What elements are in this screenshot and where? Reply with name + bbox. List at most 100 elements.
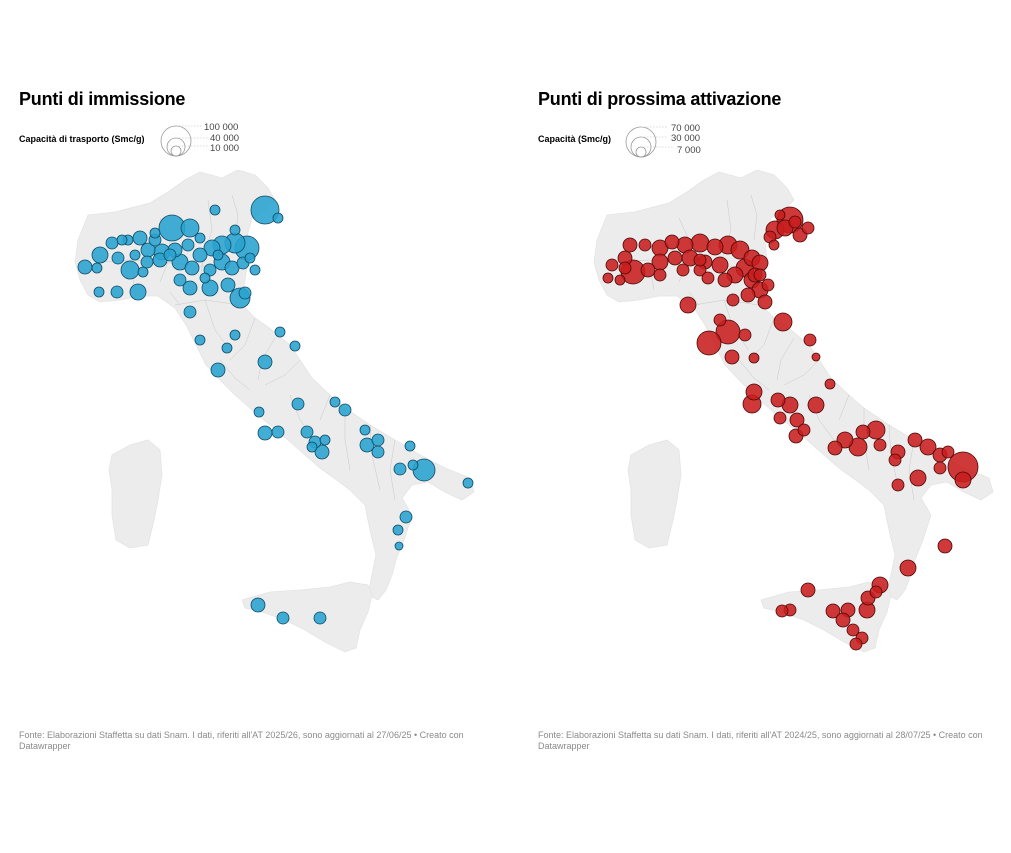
capacity-marker[interactable] xyxy=(129,249,141,261)
capacity-marker[interactable] xyxy=(359,424,371,436)
capacity-marker[interactable] xyxy=(313,611,327,625)
capacity-marker[interactable] xyxy=(105,236,119,250)
capacity-marker[interactable] xyxy=(110,285,124,299)
capacity-marker[interactable] xyxy=(181,238,195,252)
capacity-marker[interactable] xyxy=(753,268,767,282)
capacity-marker[interactable] xyxy=(192,247,208,263)
capacity-marker[interactable] xyxy=(184,260,200,276)
capacity-marker[interactable] xyxy=(140,255,154,269)
capacity-marker[interactable] xyxy=(775,604,789,618)
capacity-marker[interactable] xyxy=(224,260,240,276)
capacity-marker[interactable] xyxy=(359,437,375,453)
capacity-marker[interactable] xyxy=(306,441,318,453)
capacity-marker[interactable] xyxy=(257,425,273,441)
capacity-marker[interactable] xyxy=(696,330,722,356)
capacity-marker[interactable] xyxy=(250,597,266,613)
capacity-marker[interactable] xyxy=(849,637,863,651)
capacity-marker[interactable] xyxy=(701,271,715,285)
capacity-marker[interactable] xyxy=(91,246,109,264)
capacity-marker[interactable] xyxy=(212,249,224,261)
capacity-marker[interactable] xyxy=(690,233,710,253)
capacity-marker[interactable] xyxy=(394,541,404,551)
capacity-marker[interactable] xyxy=(392,524,404,536)
capacity-marker[interactable] xyxy=(407,459,419,471)
capacity-marker[interactable] xyxy=(835,612,851,628)
capacity-marker[interactable] xyxy=(738,328,752,342)
capacity-marker[interactable] xyxy=(919,438,937,456)
capacity-marker[interactable] xyxy=(667,250,683,266)
capacity-marker[interactable] xyxy=(773,312,793,332)
capacity-marker[interactable] xyxy=(338,403,352,417)
capacity-marker[interactable] xyxy=(724,349,740,365)
capacity-marker[interactable] xyxy=(399,510,413,524)
capacity-marker[interactable] xyxy=(272,212,284,224)
capacity-marker[interactable] xyxy=(907,432,923,448)
capacity-marker[interactable] xyxy=(797,423,811,437)
capacity-marker[interactable] xyxy=(638,238,652,252)
capacity-marker[interactable] xyxy=(726,293,740,307)
capacity-marker[interactable] xyxy=(640,262,656,278)
capacity-marker[interactable] xyxy=(329,396,341,408)
capacity-marker[interactable] xyxy=(618,261,632,275)
capacity-marker[interactable] xyxy=(614,274,626,286)
capacity-marker[interactable] xyxy=(773,411,787,425)
capacity-marker[interactable] xyxy=(209,204,221,216)
capacity-marker[interactable] xyxy=(855,424,871,440)
capacity-marker[interactable] xyxy=(803,333,817,347)
capacity-marker[interactable] xyxy=(827,440,843,456)
capacity-marker[interactable] xyxy=(250,195,280,225)
capacity-marker[interactable] xyxy=(888,453,902,467)
capacity-marker[interactable] xyxy=(811,352,821,362)
capacity-marker[interactable] xyxy=(801,221,815,235)
capacity-marker[interactable] xyxy=(271,425,285,439)
capacity-marker[interactable] xyxy=(757,294,773,310)
capacity-marker[interactable] xyxy=(393,462,407,476)
capacity-marker[interactable] xyxy=(937,538,953,554)
capacity-marker[interactable] xyxy=(238,286,252,300)
capacity-marker[interactable] xyxy=(182,280,198,296)
capacity-marker[interactable] xyxy=(132,230,148,246)
capacity-marker[interactable] xyxy=(693,253,707,267)
capacity-marker[interactable] xyxy=(774,209,786,221)
capacity-marker[interactable] xyxy=(873,438,887,452)
capacity-marker[interactable] xyxy=(371,433,385,447)
capacity-marker[interactable] xyxy=(761,278,775,292)
capacity-marker[interactable] xyxy=(711,256,729,274)
capacity-marker[interactable] xyxy=(676,263,690,277)
capacity-marker[interactable] xyxy=(229,329,241,341)
capacity-marker[interactable] xyxy=(173,273,187,287)
capacity-marker[interactable] xyxy=(824,378,836,390)
capacity-marker[interactable] xyxy=(210,362,226,378)
capacity-marker[interactable] xyxy=(194,334,206,346)
capacity-marker[interactable] xyxy=(789,412,805,428)
capacity-marker[interactable] xyxy=(120,260,140,280)
capacity-marker[interactable] xyxy=(807,396,825,414)
capacity-marker[interactable] xyxy=(116,234,128,246)
capacity-marker[interactable] xyxy=(404,440,416,452)
capacity-marker[interactable] xyxy=(137,266,149,278)
capacity-marker[interactable] xyxy=(717,272,733,288)
capacity-marker[interactable] xyxy=(314,444,330,460)
capacity-marker[interactable] xyxy=(194,232,206,244)
capacity-marker[interactable] xyxy=(244,252,256,264)
capacity-marker[interactable] xyxy=(869,585,883,599)
capacity-marker[interactable] xyxy=(933,461,947,475)
capacity-marker[interactable] xyxy=(221,342,233,354)
capacity-marker[interactable] xyxy=(748,352,760,364)
capacity-marker[interactable] xyxy=(891,478,905,492)
capacity-marker[interactable] xyxy=(846,623,860,637)
capacity-marker[interactable] xyxy=(300,425,314,439)
capacity-marker[interactable] xyxy=(180,218,200,238)
capacity-marker[interactable] xyxy=(229,224,241,236)
capacity-marker[interactable] xyxy=(220,277,236,293)
capacity-marker[interactable] xyxy=(740,287,756,303)
capacity-marker[interactable] xyxy=(954,471,972,489)
capacity-marker[interactable] xyxy=(788,215,802,229)
capacity-marker[interactable] xyxy=(93,286,105,298)
capacity-marker[interactable] xyxy=(602,272,614,284)
capacity-marker[interactable] xyxy=(77,259,93,275)
capacity-marker[interactable] xyxy=(941,445,955,459)
capacity-marker[interactable] xyxy=(274,326,286,338)
capacity-marker[interactable] xyxy=(909,469,927,487)
capacity-marker[interactable] xyxy=(289,340,301,352)
